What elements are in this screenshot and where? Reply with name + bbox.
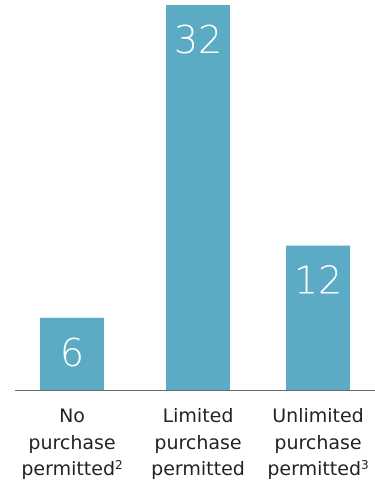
x-tick-label: purchase	[274, 432, 361, 454]
plot-area: 63212Nopurchasepermitted2Limitedpurchase…	[15, 5, 375, 480]
bar-1	[40, 317, 104, 390]
x-tick-label: purchase	[28, 432, 115, 454]
x-tick-label: purchase	[154, 432, 241, 454]
x-tick-label-text: permitted	[267, 458, 361, 480]
bar-2	[166, 5, 230, 390]
x-tick-label-text: purchase	[28, 432, 115, 454]
footnote-marker: 3	[361, 458, 369, 472]
bar-value-label: 12	[294, 259, 342, 303]
x-tick-label: No	[59, 405, 85, 427]
bar-value-label: 32	[174, 18, 222, 62]
x-tick-label: Unlimited	[272, 405, 364, 427]
x-tick-label: permitted	[151, 458, 245, 480]
x-tick-label: permitted2	[21, 458, 122, 480]
x-tick-label-text: Unlimited	[272, 405, 364, 427]
x-tick-label-text: Limited	[163, 405, 234, 427]
bar-value-label: 6	[60, 331, 84, 375]
x-tick-label-text: permitted	[21, 458, 115, 480]
x-tick-label-text: purchase	[274, 432, 361, 454]
x-tick-label: permitted3	[267, 458, 368, 480]
x-tick-label: Limited	[163, 405, 234, 427]
x-tick-label-text: No	[59, 405, 85, 427]
x-tick-label-text: permitted	[151, 458, 245, 480]
x-tick-label-text: purchase	[154, 432, 241, 454]
footnote-marker: 2	[115, 458, 123, 472]
bar-3	[286, 245, 350, 390]
